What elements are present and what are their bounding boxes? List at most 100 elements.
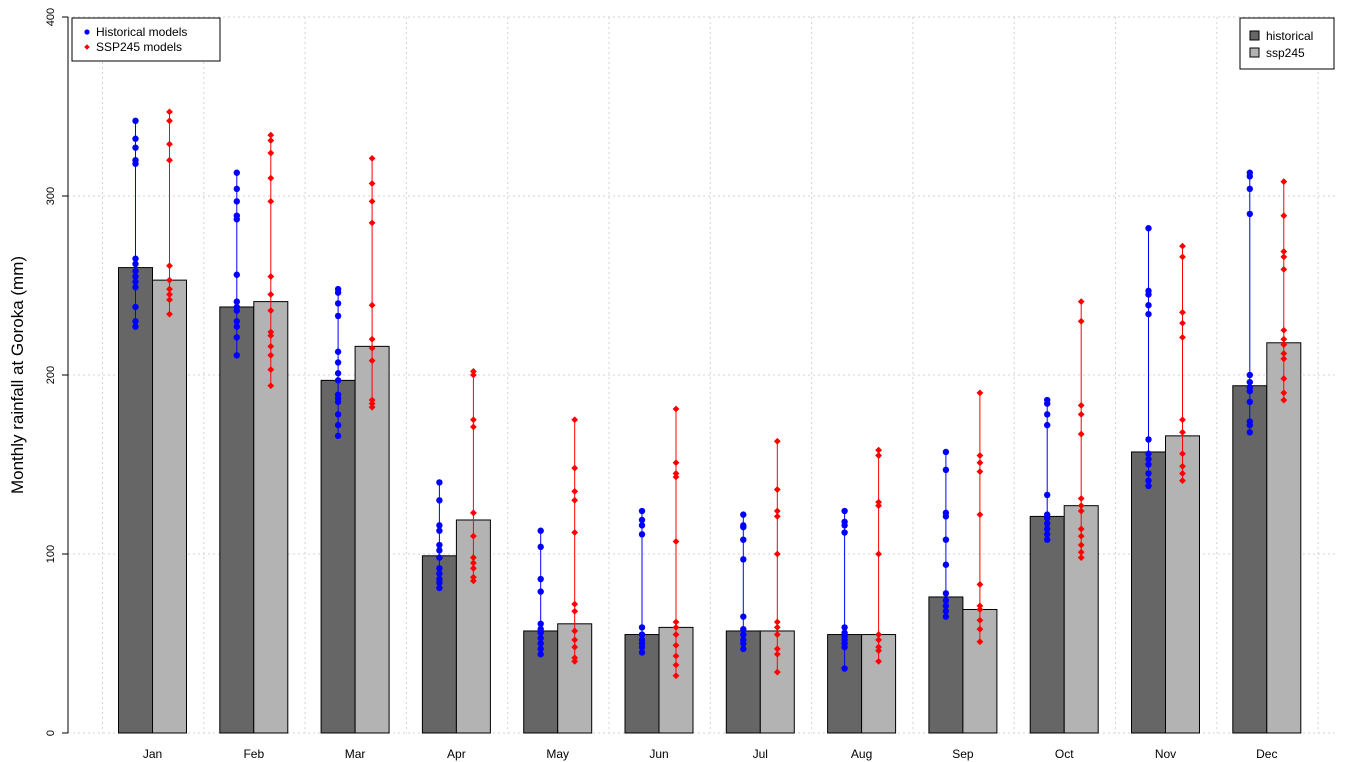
point-ssp245-may-9 — [571, 643, 579, 651]
point-historical-apr-5 — [436, 547, 443, 554]
point-historical-feb-10 — [233, 323, 240, 330]
point-ssp245-jul-8 — [773, 645, 781, 653]
point-ssp245-jun-7 — [672, 631, 680, 638]
point-historical-mar-10 — [334, 398, 342, 406]
point-ssp245-jan-0 — [166, 108, 173, 116]
point-historical-oct-10 — [1044, 536, 1051, 543]
point-ssp245-jun-6 — [672, 623, 680, 631]
point-ssp245-apr-5 — [470, 532, 477, 540]
point-ssp245-oct-8 — [1077, 525, 1085, 533]
point-ssp245-dec-2 — [1280, 248, 1288, 255]
point-historical-nov-6 — [1145, 450, 1152, 457]
point-ssp245-nov-5 — [1179, 416, 1186, 424]
point-ssp245-sep-10 — [976, 638, 984, 646]
x-tick-label-oct: Oct — [1055, 747, 1074, 761]
point-historical-apr-0 — [436, 479, 443, 486]
point-ssp245-oct-4 — [1077, 430, 1085, 438]
point-ssp245-may-5 — [571, 600, 579, 608]
bar-historical-feb — [219, 306, 255, 734]
point-ssp245-nov-8 — [1179, 462, 1186, 470]
point-historical-aug-10 — [841, 665, 848, 672]
point-ssp245-apr-9 — [470, 573, 477, 581]
point-historical-feb-12 — [233, 352, 240, 359]
point-historical-apr-3 — [436, 527, 443, 534]
bar-ssp245-mar — [354, 345, 390, 734]
point-ssp245-jul-6 — [773, 623, 781, 631]
x-tick-label-dec: Dec — [1256, 747, 1277, 761]
point-ssp245-oct-1 — [1077, 317, 1085, 325]
point-historical-oct-4 — [1044, 491, 1051, 499]
point-historical-apr-4 — [436, 541, 443, 549]
legend-bars-box — [1239, 17, 1335, 70]
point-ssp245-jun-8 — [672, 641, 680, 649]
point-historical-dec-4 — [1246, 371, 1254, 379]
point-ssp245-dec-10 — [1280, 375, 1288, 382]
point-ssp245-mar-9 — [368, 400, 376, 408]
point-ssp245-dec-7 — [1280, 341, 1288, 348]
point-historical-dec-1 — [1246, 173, 1254, 180]
point-ssp245-oct-2 — [1077, 402, 1085, 409]
point-historical-sep-4 — [942, 536, 950, 543]
point-historical-feb-5 — [233, 271, 240, 278]
point-ssp245-feb-12 — [267, 366, 275, 374]
point-historical-feb-9 — [233, 318, 240, 325]
point-ssp245-oct-7 — [1077, 507, 1085, 515]
point-ssp245-feb-5 — [267, 273, 275, 280]
point-ssp245-jan-7 — [166, 291, 173, 298]
point-ssp245-jul-4 — [773, 550, 781, 558]
point-ssp245-jan-2 — [166, 140, 173, 148]
point-ssp245-apr-7 — [470, 559, 477, 567]
point-historical-nov-0 — [1145, 225, 1152, 232]
point-ssp245-apr-8 — [470, 564, 477, 572]
point-ssp245-sep-6 — [976, 602, 984, 610]
point-ssp245-apr-4 — [470, 509, 477, 517]
point-ssp245-dec-6 — [1280, 335, 1288, 343]
point-historical-mar-7 — [334, 377, 342, 384]
point-historical-jun-1 — [638, 516, 646, 524]
legend-bars-swatch-ssp245 — [1249, 47, 1260, 58]
point-ssp245-nov-3 — [1179, 319, 1186, 327]
point-historical-feb-11 — [233, 334, 240, 341]
point-ssp245-aug-9 — [875, 658, 882, 665]
point-historical-jan-4 — [132, 160, 139, 167]
point-historical-nov-11 — [1145, 482, 1152, 490]
point-historical-may-9 — [537, 645, 544, 653]
point-ssp245-jan-6 — [166, 285, 173, 293]
y-axis-title: Monthly rainfall at Goroka (mm) — [8, 256, 27, 494]
point-historical-apr-1 — [436, 497, 443, 504]
point-ssp245-mar-8 — [368, 396, 376, 404]
point-historical-sep-6 — [942, 590, 950, 597]
legend-bars-swatch-historical — [1249, 30, 1260, 41]
x-tick-label-jul: Jul — [753, 747, 768, 761]
point-ssp245-may-6 — [571, 607, 579, 615]
point-historical-feb-4 — [233, 216, 240, 223]
point-ssp245-nov-9 — [1179, 470, 1186, 477]
point-historical-feb-8 — [233, 307, 240, 314]
point-ssp245-sep-8 — [976, 616, 984, 624]
bar-historical-dec — [1232, 385, 1268, 734]
point-ssp245-oct-12 — [1077, 554, 1085, 561]
point-historical-jan-8 — [132, 273, 139, 280]
point-historical-dec-3 — [1246, 210, 1254, 218]
point-ssp245-feb-6 — [267, 291, 275, 298]
point-ssp245-jan-8 — [166, 296, 173, 304]
point-ssp245-sep-2 — [976, 459, 984, 467]
point-historical-sep-3 — [942, 513, 950, 520]
point-historical-feb-2 — [233, 198, 240, 205]
point-historical-aug-0 — [841, 507, 848, 515]
point-ssp245-jul-3 — [773, 513, 781, 520]
point-historical-aug-2 — [841, 522, 848, 529]
bar-historical-jan — [118, 267, 153, 734]
x-tick-label-may: May — [546, 747, 569, 761]
point-ssp245-jul-10 — [773, 668, 781, 676]
point-ssp245-apr-0 — [470, 368, 477, 375]
x-tick-label-jan: Jan — [143, 747, 162, 761]
point-ssp245-mar-4 — [368, 301, 376, 309]
x-tick-label-jun: Jun — [649, 747, 668, 761]
point-ssp245-may-8 — [571, 636, 579, 644]
point-ssp245-jun-0 — [672, 405, 680, 413]
point-ssp245-mar-5 — [368, 335, 376, 343]
point-historical-sep-10 — [942, 613, 950, 620]
point-ssp245-oct-3 — [1077, 410, 1085, 418]
